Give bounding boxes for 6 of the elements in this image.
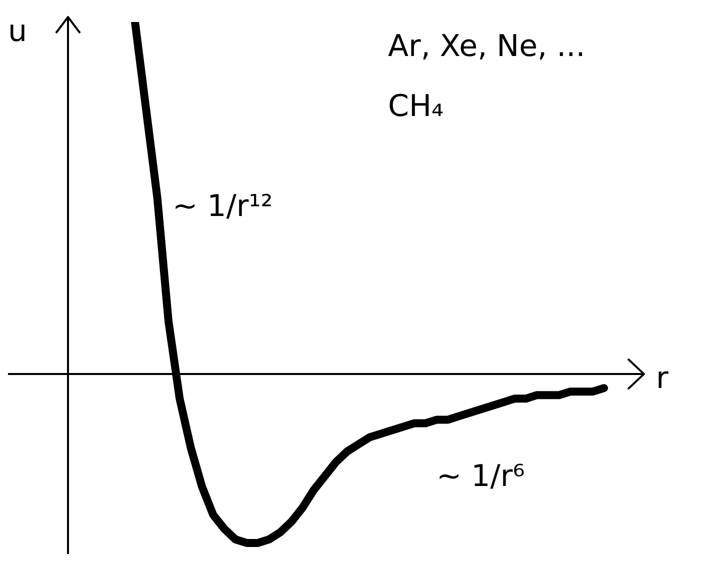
annotation: ~ 1/r⁶ [436, 458, 525, 494]
annotation: CH₄ [388, 88, 444, 124]
annotation: ~ 1/r¹² [172, 188, 273, 224]
y-axis-title: u [8, 14, 28, 49]
annotation: Ar, Xe, Ne, ... [388, 28, 586, 64]
x-axis-title: r [656, 360, 669, 396]
